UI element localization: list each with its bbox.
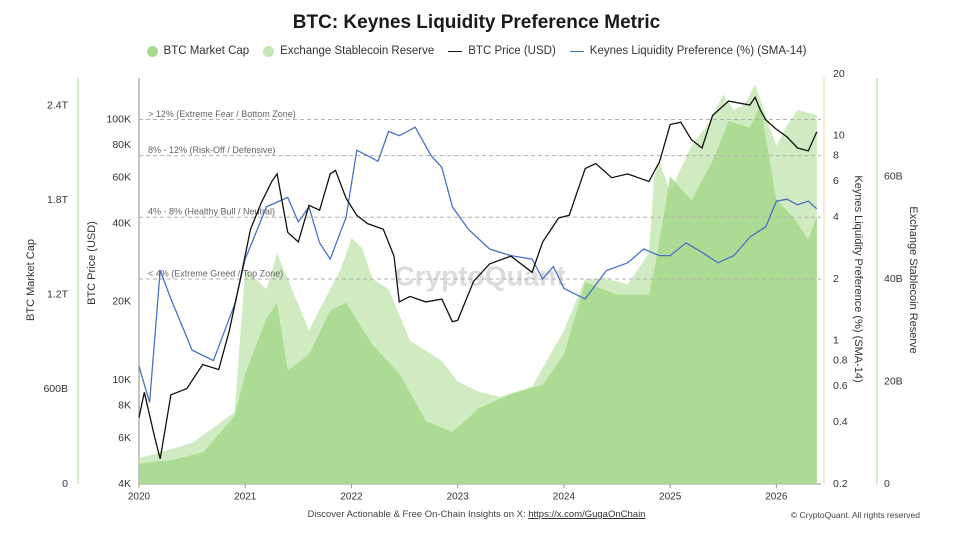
stablecoin-tick-2: 40B <box>884 273 903 285</box>
legend-label-keynes: Keynes Liquidity Preference (%) (SMA-14) <box>589 45 807 57</box>
stablecoin-tick-3: 60B <box>884 170 903 182</box>
x-tick-label-2: 2022 <box>340 492 363 503</box>
keynes-tick-9: 10 <box>833 129 845 141</box>
x-tick-label-1: 2021 <box>234 492 257 503</box>
x-tick-label-3: 2023 <box>447 492 470 503</box>
x-tick-label-0: 2020 <box>128 492 151 503</box>
zone-label-3: < 4% (Extreme Greed / Top Zone) <box>148 268 283 278</box>
btc-price-line <box>138 96 818 459</box>
watermark: CryptoQuant <box>394 260 565 291</box>
legend-label-btc-price: BTC Price (USD) <box>468 45 556 57</box>
stablecoin-tick-0: 0 <box>884 478 890 490</box>
price-tick-5: 40K <box>112 217 131 229</box>
legend-swatch-btc-price <box>448 50 463 52</box>
legend-label-market-cap: BTC Market Cap <box>163 45 250 57</box>
legend-item-stablecoin-reserve[interactable]: Exchange Stablecoin Reserve <box>263 45 434 57</box>
market-cap-tick-0: 0 <box>62 478 68 490</box>
price-tick-8: 100K <box>106 114 131 126</box>
keynes-tick-3: 0.8 <box>833 354 848 366</box>
price-tick-2: 8K <box>118 399 131 411</box>
price-tick-0: 4K <box>118 478 131 490</box>
keynes-line <box>138 126 818 403</box>
stablecoin-tick-1: 20B <box>884 375 903 387</box>
keynes-tick-6: 4 <box>833 211 839 223</box>
keynes-axis-label: Keynes Liquidity Preference (%) (SMA-14) <box>852 175 864 382</box>
keynes-tick-5: 2 <box>833 273 839 285</box>
x-tick-label-5: 2025 <box>659 492 682 503</box>
legend-swatch-market-cap <box>146 45 158 57</box>
x-tick-label-4: 2024 <box>553 492 576 503</box>
legend-swatch-stablecoin-reserve <box>263 45 275 57</box>
stablecoin-axis-label: Exchange Stablecoin Reserve <box>907 206 919 353</box>
chart-title: BTC: Keynes Liquidity Preference Metric <box>292 12 661 33</box>
legend: BTC Market Cap Exchange Stablecoin Reser… <box>0 45 953 57</box>
market-cap-tick-1: 600B <box>43 383 68 395</box>
price-tick-1: 6K <box>118 432 131 444</box>
x-tick-label-6: 2026 <box>765 492 788 503</box>
legend-item-btc-price[interactable]: BTC Price (USD) <box>448 45 556 57</box>
market-cap-tick-4: 2.4T <box>47 99 69 111</box>
price-axis-label: BTC Price (USD) <box>86 221 98 305</box>
price-tick-7: 80K <box>112 139 131 151</box>
zone-label-0: > 12% (Extreme Fear / Bottom Zone) <box>148 109 296 119</box>
market-cap-tick-3: 1.8T <box>47 194 69 206</box>
keynes-tick-2: 0.6 <box>833 380 848 392</box>
keynes-tick-7: 6 <box>833 175 839 187</box>
legend-item-market-cap[interactable]: BTC Market Cap <box>146 45 250 57</box>
footer-link[interactable]: https://x.com/GugaOnChain <box>528 509 646 520</box>
price-tick-4: 20K <box>112 296 131 308</box>
price-tick-6: 60K <box>112 171 131 183</box>
copyright: © CryptoQuant. All rights reserved <box>790 510 920 520</box>
zone-label-1: 8% - 12% (Risk-Off / Defensive) <box>148 145 275 155</box>
footer: Discover Actionable & Free On-Chain Insi… <box>0 509 953 520</box>
market-cap-area <box>139 105 817 484</box>
legend-item-keynes[interactable]: Keynes Liquidity Preference (%) (SMA-14) <box>569 45 807 57</box>
zone-label-2: 4% - 8% (Healthy Bull / Neutral) <box>148 207 275 217</box>
legend-label-stablecoin-reserve: Exchange Stablecoin Reserve <box>280 45 435 57</box>
market-cap-axis-label: BTC Market Cap <box>25 239 37 321</box>
footer-text: Discover Actionable & Free On-Chain Insi… <box>307 509 529 520</box>
keynes-tick-1: 0.4 <box>833 416 848 428</box>
market-cap-tick-2: 1.2T <box>47 289 69 301</box>
keynes-tick-8: 8 <box>833 149 839 161</box>
keynes-tick-4: 1 <box>833 334 839 346</box>
price-tick-3: 10K <box>112 374 131 386</box>
keynes-tick-0: 0.2 <box>833 478 848 490</box>
keynes-tick-10: 20 <box>833 68 845 80</box>
legend-swatch-keynes <box>569 50 584 52</box>
